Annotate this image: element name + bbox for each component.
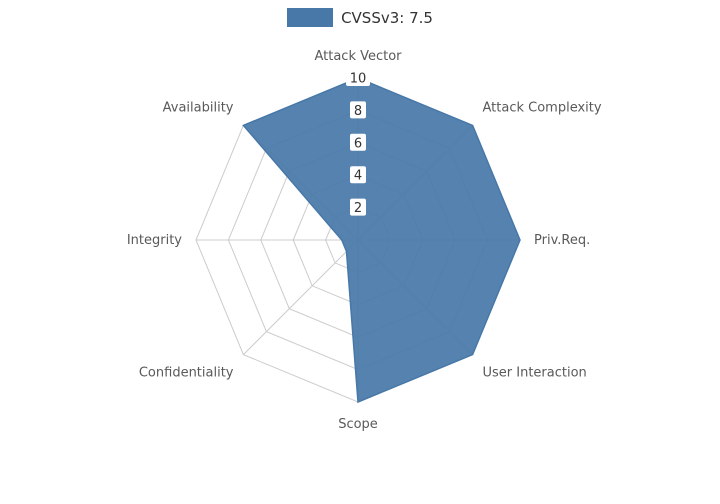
axis-label-scope: Scope [338, 417, 378, 432]
tick-label-box [350, 166, 366, 184]
axis-label-availability: Availability [163, 101, 234, 116]
axis-label-integrity: Integrity [127, 233, 182, 248]
radial-tick-label: 10 [350, 72, 367, 87]
radial-tick-label: 2 [354, 201, 362, 216]
axis-label-attack-complexity: Attack Complexity [483, 101, 602, 116]
axis-label-confidentiality: Confidentiality [139, 366, 234, 381]
axis-label-priv-req: Priv.Req. [534, 233, 590, 248]
axis-label-attack-vector: Attack Vector [314, 49, 402, 64]
tick-label-box [350, 198, 366, 216]
radial-tick-label: 6 [354, 136, 362, 151]
radial-tick-label: 4 [354, 169, 362, 184]
tick-label-box [350, 101, 366, 119]
tick-label-box [350, 133, 366, 151]
tick-label-box [346, 69, 370, 86]
radar-data-polygon [242, 77, 521, 404]
axis-label-user-interaction: User Interaction [483, 366, 587, 381]
axis-spoke-confidentiality [243, 239, 359, 355]
radial-tick-label: 8 [354, 104, 362, 119]
